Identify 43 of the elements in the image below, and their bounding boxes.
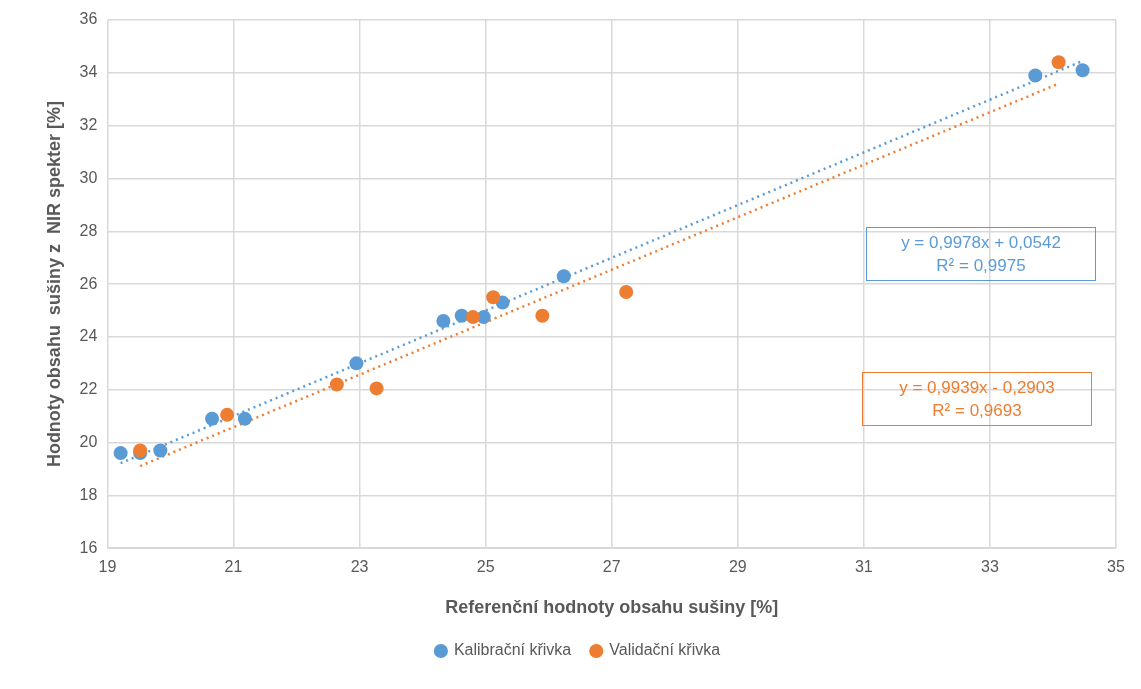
y-tick-label: 22: [79, 380, 98, 398]
y-tick-label: 30: [79, 168, 98, 186]
x-tick-label: 25: [476, 558, 495, 576]
y-tick-label: 16: [79, 538, 98, 556]
x-tick-label: 23: [350, 558, 369, 576]
x-tick-label: 35: [1107, 558, 1125, 576]
point: [237, 411, 252, 426]
point: [1051, 55, 1066, 70]
point: [619, 285, 634, 300]
x-tick-label: 29: [728, 558, 747, 576]
point: [369, 381, 384, 396]
point: [486, 290, 501, 305]
point: [466, 310, 481, 325]
point: [153, 443, 168, 458]
x-tick-label: 33: [981, 558, 999, 576]
y-tick-label: 26: [79, 274, 98, 292]
point: [349, 356, 364, 371]
y-tick-label: 20: [79, 432, 98, 450]
legend-label: Kalibrační křivka: [453, 641, 572, 659]
y-axis-title: Hodnoty obsahu sušiny z NIR spekter [%]: [43, 101, 64, 468]
y-tick-label: 24: [79, 327, 98, 345]
annotation: y = 0,9978x + 0,0542 R² = 0,9975: [866, 227, 1096, 281]
x-tick-label: 31: [854, 558, 873, 576]
y-tick-label: 34: [79, 63, 98, 81]
annotation: y = 0,9939x - 0,2903 R² = 0,9693: [862, 372, 1092, 426]
y-tick-label: 28: [79, 221, 98, 239]
y-tick-label: 18: [79, 485, 98, 503]
point: [1028, 68, 1043, 83]
point: [436, 314, 451, 329]
point: [205, 411, 220, 426]
point: [113, 446, 128, 461]
point: [220, 407, 235, 422]
x-axis-title: Referenční hodnoty obsahu sušiny [%]: [445, 597, 779, 618]
x-tick-label: 21: [224, 558, 243, 576]
y-tick-label: 32: [79, 116, 98, 134]
point: [556, 269, 571, 284]
x-tick-label: 19: [98, 558, 117, 576]
legend-label: Validační křivka: [609, 641, 721, 659]
point: [329, 377, 344, 392]
point: [1075, 63, 1090, 78]
y-tick-label: 36: [79, 10, 98, 28]
x-tick-label: 27: [602, 558, 621, 576]
point: [535, 308, 550, 323]
